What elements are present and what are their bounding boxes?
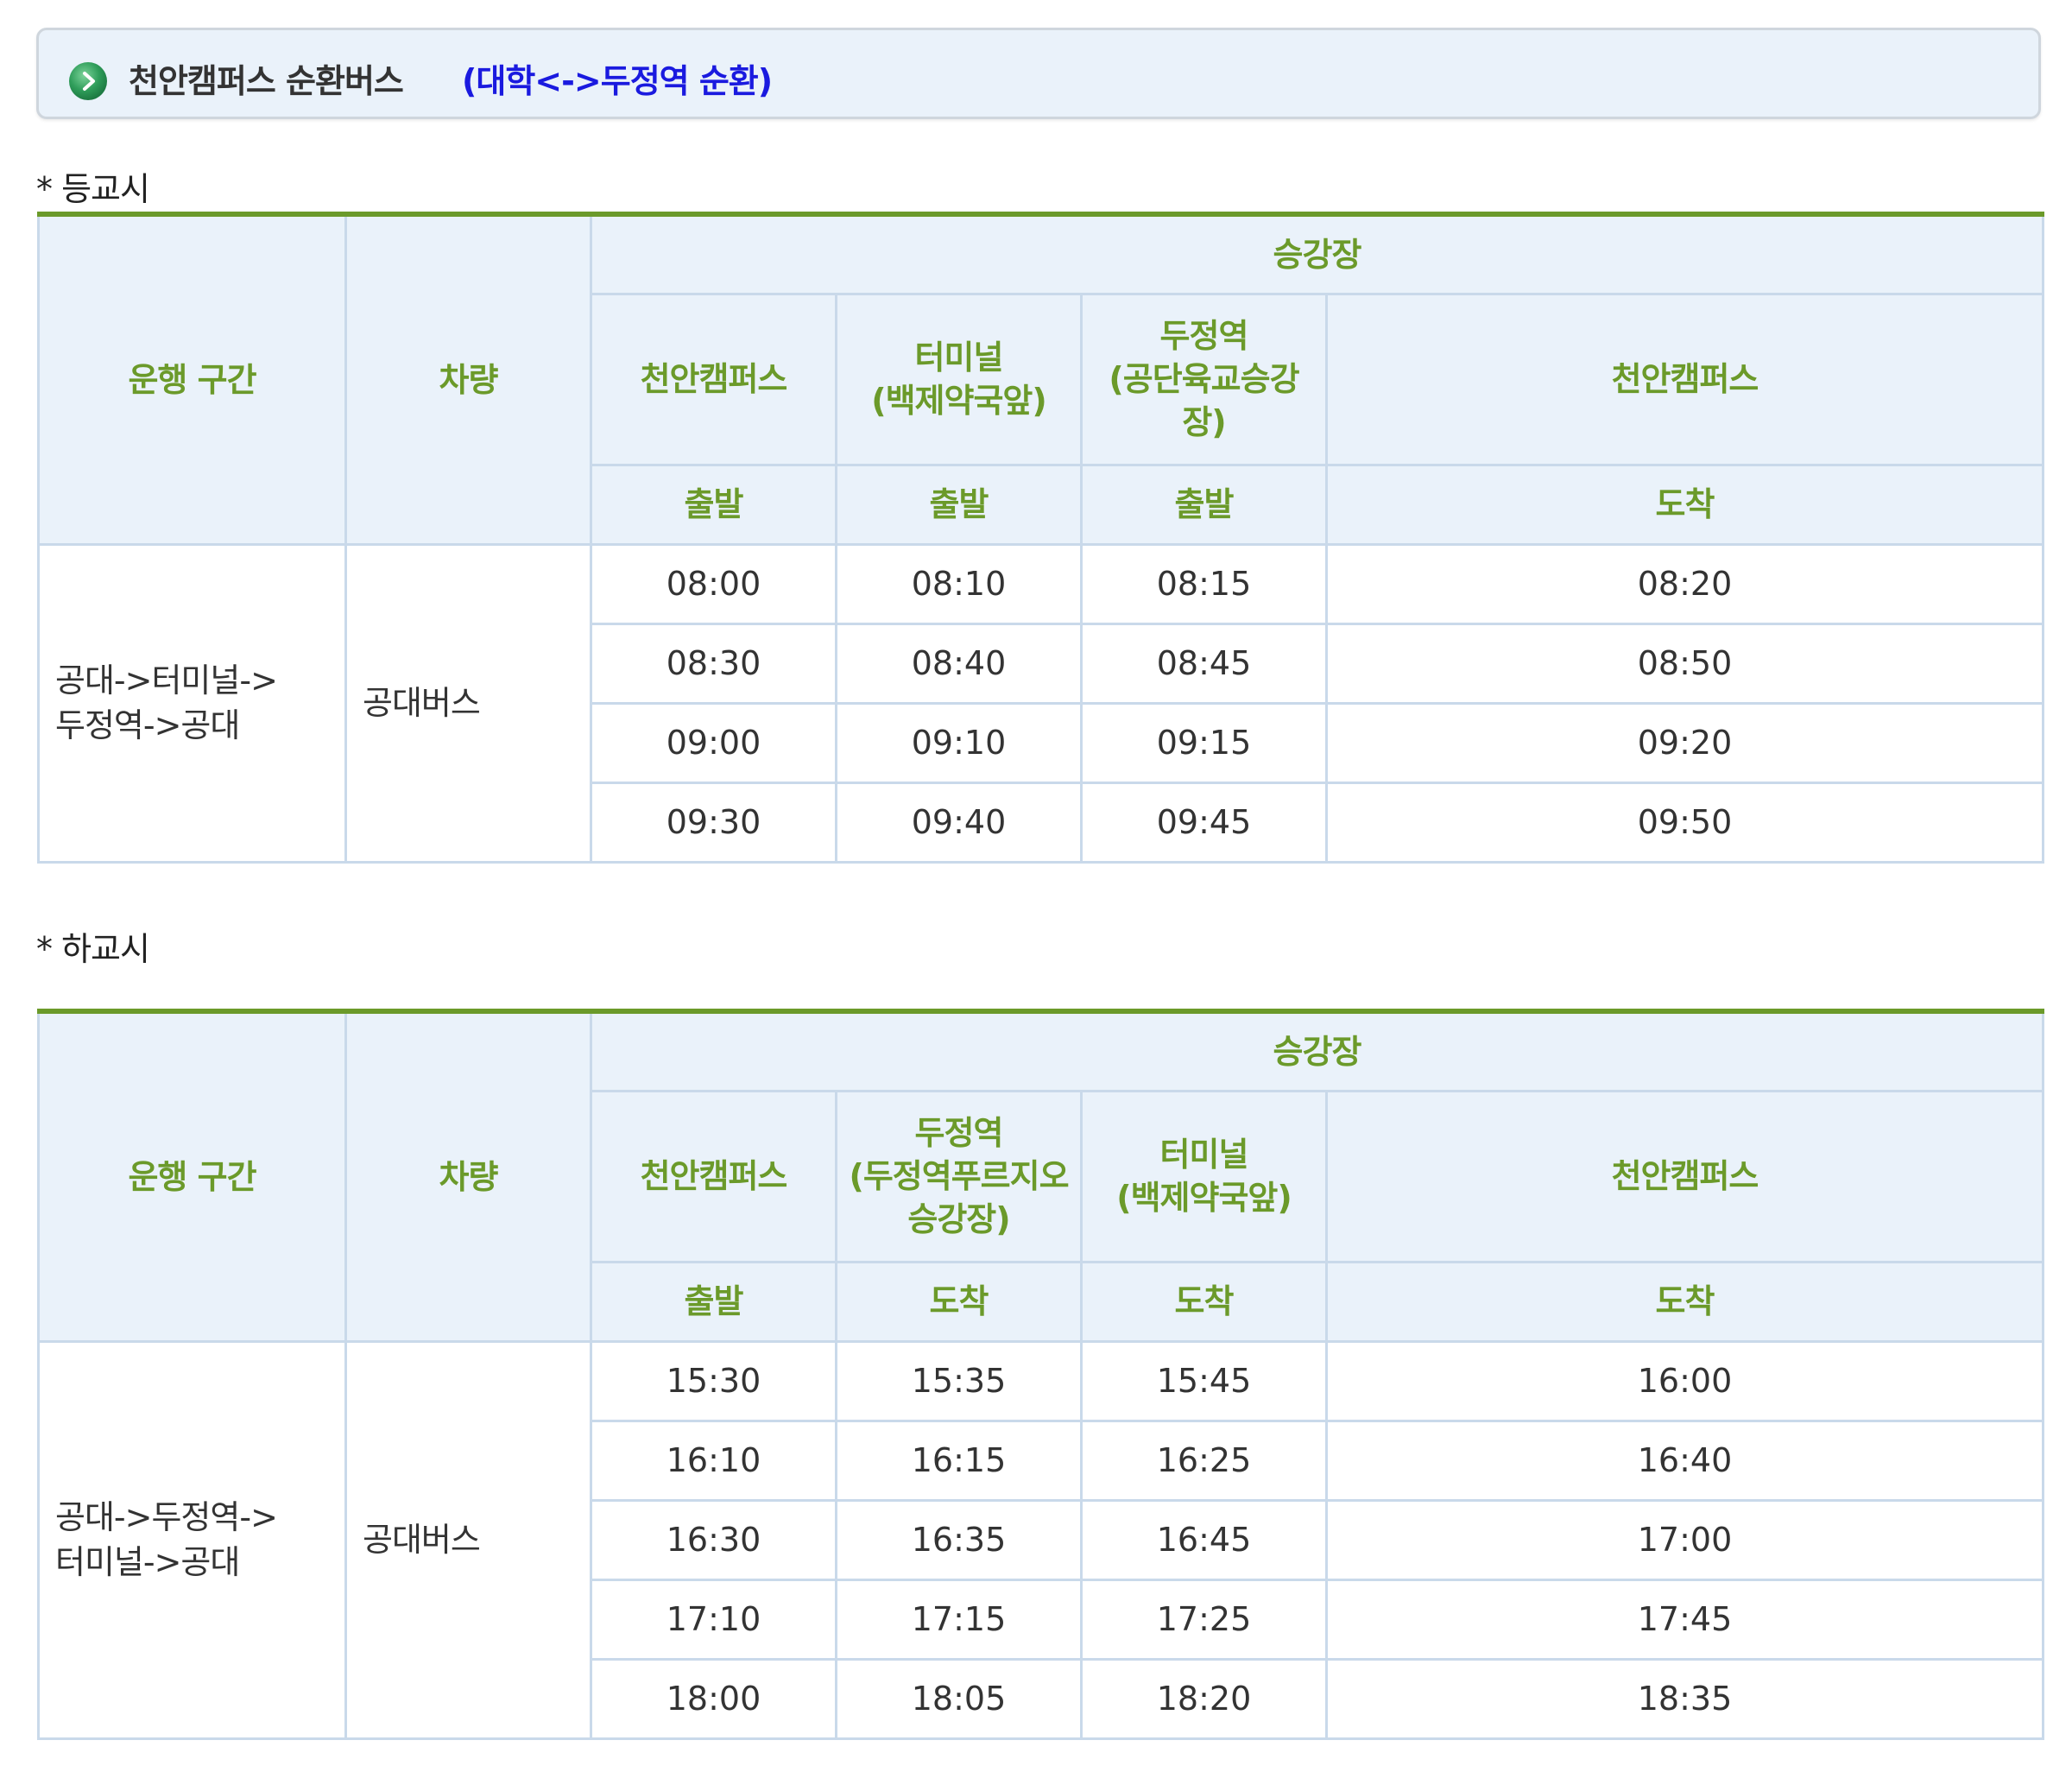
time-cell: 09:00 xyxy=(590,701,837,784)
action-header: 출발 xyxy=(590,1260,837,1343)
table-row: 16:30 16:35 16:45 17:00 xyxy=(39,1498,2044,1581)
time-cell: 17:15 xyxy=(835,1578,1083,1661)
stop-header-line: (두정역푸르지오 xyxy=(849,1157,1069,1195)
time-cell: 16:35 xyxy=(835,1498,1083,1581)
stop-header-line: 천안캠퍼스 xyxy=(640,360,788,398)
stop-header-line: (공단육교승강 xyxy=(1109,360,1299,398)
time-cell: 18:20 xyxy=(1080,1657,1328,1740)
time-cell: 16:40 xyxy=(1325,1419,2044,1502)
time-cell: 17:10 xyxy=(590,1578,837,1661)
route-line: 터미널->공대 xyxy=(55,1543,240,1581)
time-cell: 09:45 xyxy=(1080,781,1328,864)
table-row: 18:00 18:05 18:20 18:35 xyxy=(39,1657,2044,1740)
route-line: 공대->두정역-> xyxy=(55,1498,278,1536)
time-cell: 15:45 xyxy=(1080,1339,1328,1422)
time-cell: 17:00 xyxy=(1325,1498,2044,1581)
col-header-stops-group: 승강장 xyxy=(590,212,2044,295)
time-cell: 18:05 xyxy=(835,1657,1083,1740)
morning-schedule-table: 운행 구간 차량 승강장 천안캠퍼스 터미널 (백제약국앞) 두정역 (공단육교… xyxy=(37,212,2044,864)
stop-header-line: (백제약국앞) xyxy=(871,382,1047,420)
stop-header: 천안캠퍼스 xyxy=(590,1089,837,1263)
time-cell: 17:45 xyxy=(1325,1578,2044,1661)
time-cell: 08:50 xyxy=(1325,622,2044,705)
vehicle-cell: 공대버스 xyxy=(344,542,592,864)
green-circle-arrow-icon xyxy=(69,62,107,100)
time-cell: 08:10 xyxy=(835,542,1083,625)
table-row: 09:00 09:10 09:15 09:20 xyxy=(39,701,2044,784)
action-header: 출발 xyxy=(590,463,837,546)
action-header: 출발 xyxy=(835,463,1083,546)
time-cell: 16:00 xyxy=(1325,1339,2044,1422)
time-cell: 18:35 xyxy=(1325,1657,2044,1740)
time-cell: 08:30 xyxy=(590,622,837,705)
action-header: 도착 xyxy=(1325,463,2044,546)
action-header: 도착 xyxy=(1325,1260,2044,1343)
stop-header: 두정역 (공단육교승강 장) xyxy=(1080,292,1328,466)
time-cell: 16:15 xyxy=(835,1419,1083,1502)
time-cell: 15:30 xyxy=(590,1339,837,1422)
vehicle-cell: 공대버스 xyxy=(344,1339,592,1740)
afternoon-schedule-table: 운행 구간 차량 승강장 천안캠퍼스 두정역 (두정역푸르지오 승강장) 터미널… xyxy=(37,1009,2044,1740)
page-subtitle: (대학<->두정역 순환) xyxy=(462,62,773,100)
stop-header-line: 터미널 xyxy=(1159,1136,1249,1174)
time-cell: 18:00 xyxy=(590,1657,837,1740)
time-cell: 09:20 xyxy=(1325,701,2044,784)
morning-label: * 등교시 xyxy=(36,170,150,208)
time-cell: 16:10 xyxy=(590,1419,837,1502)
col-header-vehicle: 차량 xyxy=(344,1009,592,1343)
time-cell: 15:35 xyxy=(835,1339,1083,1422)
stop-header-line: 장) xyxy=(1182,403,1226,441)
stop-header-line: 터미널 xyxy=(914,339,1004,377)
afternoon-label: * 하교시 xyxy=(36,930,150,968)
table-row: 공대->터미널-> 두정역->공대 공대버스 08:00 08:10 08:15… xyxy=(37,542,2044,864)
col-header-route: 운행 구간 xyxy=(37,212,347,546)
col-header-vehicle: 차량 xyxy=(344,212,592,546)
time-cell: 09:40 xyxy=(835,781,1083,864)
stop-header: 천안캠퍼스 xyxy=(1325,1089,2044,1263)
title-box: 천안캠퍼스 순환버스 (대학<->두정역 순환) xyxy=(36,28,2041,119)
time-cell: 08:15 xyxy=(1080,542,1328,625)
time-cell: 09:30 xyxy=(590,781,837,864)
stop-header: 터미널 (백제약국앞) xyxy=(1080,1089,1328,1263)
table-row: 16:10 16:15 16:25 16:40 xyxy=(39,1419,2044,1502)
stop-header: 천안캠퍼스 xyxy=(590,292,837,466)
stop-header-line: (백제약국앞) xyxy=(1116,1179,1292,1217)
table-row: 공대->두정역-> 터미널->공대 공대버스 15:30 15:35 15:45… xyxy=(37,1339,2044,1740)
route-line: 두정역->공대 xyxy=(55,706,240,744)
action-header: 도착 xyxy=(835,1260,1083,1343)
time-cell: 09:10 xyxy=(835,701,1083,784)
stop-header-line: 천안캠퍼스 xyxy=(1611,360,1759,398)
route-cell: 공대->터미널-> 두정역->공대 xyxy=(37,542,347,864)
stop-header-line: 천안캠퍼스 xyxy=(1611,1157,1759,1195)
col-header-route: 운행 구간 xyxy=(37,1009,347,1343)
stop-header: 천안캠퍼스 xyxy=(1325,292,2044,466)
time-cell: 09:15 xyxy=(1080,701,1328,784)
action-header: 도착 xyxy=(1080,1260,1328,1343)
time-cell: 08:20 xyxy=(1325,542,2044,625)
table-row: 09:30 09:40 09:45 09:50 xyxy=(39,781,2044,864)
page-title: 천안캠퍼스 순환버스 xyxy=(129,62,404,100)
route-cell: 공대->두정역-> 터미널->공대 xyxy=(37,1339,347,1740)
action-header: 출발 xyxy=(1080,463,1328,546)
time-cell: 08:45 xyxy=(1080,622,1328,705)
table-row: 17:10 17:15 17:25 17:45 xyxy=(39,1578,2044,1661)
stop-header-line: 승강장) xyxy=(907,1200,1010,1238)
time-cell: 16:45 xyxy=(1080,1498,1328,1581)
time-cell: 16:30 xyxy=(590,1498,837,1581)
time-cell: 09:50 xyxy=(1325,781,2044,864)
stop-header-line: 두정역 xyxy=(914,1114,1004,1152)
stop-header: 두정역 (두정역푸르지오 승강장) xyxy=(835,1089,1083,1263)
stop-header: 터미널 (백제약국앞) xyxy=(835,292,1083,466)
time-cell: 08:00 xyxy=(590,542,837,625)
time-cell: 08:40 xyxy=(835,622,1083,705)
time-cell: 16:25 xyxy=(1080,1419,1328,1502)
route-line: 공대->터미널-> xyxy=(55,661,278,699)
stop-header-line: 천안캠퍼스 xyxy=(640,1157,788,1195)
stop-header-line: 두정역 xyxy=(1159,317,1249,355)
col-header-stops-group: 승강장 xyxy=(590,1009,2044,1092)
table-row: 08:30 08:40 08:45 08:50 xyxy=(39,622,2044,705)
time-cell: 17:25 xyxy=(1080,1578,1328,1661)
